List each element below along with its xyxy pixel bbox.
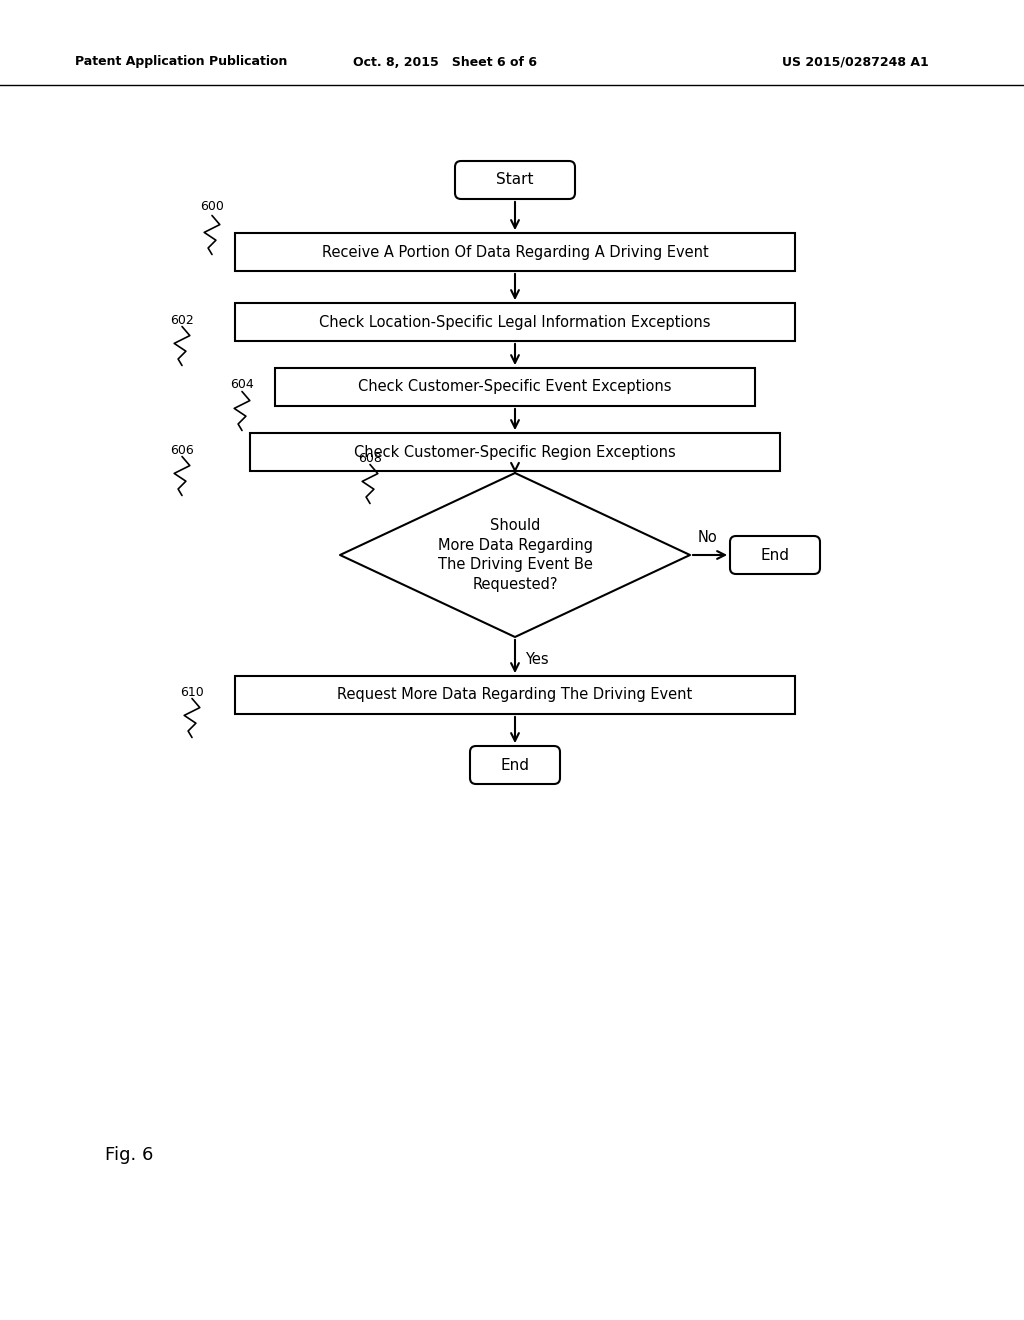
Text: End: End	[501, 758, 529, 772]
Text: Oct. 8, 2015   Sheet 6 of 6: Oct. 8, 2015 Sheet 6 of 6	[353, 55, 537, 69]
Text: 610: 610	[180, 685, 204, 698]
Text: 608: 608	[358, 451, 382, 465]
Text: Fig. 6: Fig. 6	[105, 1146, 154, 1164]
Polygon shape	[340, 473, 690, 638]
Bar	[234, 234, 795, 271]
FancyBboxPatch shape	[455, 161, 575, 199]
Text: Receive A Portion Of Data Regarding A Driving Event: Receive A Portion Of Data Regarding A Dr…	[322, 244, 709, 260]
Text: Check Customer-Specific Region Exceptions: Check Customer-Specific Region Exception…	[354, 445, 676, 459]
Text: Patent Application Publication: Patent Application Publication	[75, 55, 288, 69]
Text: No: No	[698, 529, 718, 544]
Bar	[275, 368, 755, 407]
Bar	[250, 433, 780, 471]
Text: Request More Data Regarding The Driving Event: Request More Data Regarding The Driving …	[337, 688, 692, 702]
Text: Start: Start	[497, 173, 534, 187]
Text: 606: 606	[170, 444, 194, 457]
Text: Should
More Data Regarding
The Driving Event Be
Requested?: Should More Data Regarding The Driving E…	[437, 517, 593, 593]
Bar	[234, 304, 795, 341]
Text: Check Customer-Specific Event Exceptions: Check Customer-Specific Event Exceptions	[358, 380, 672, 395]
Bar	[234, 676, 795, 714]
Text: 604: 604	[230, 379, 254, 392]
FancyBboxPatch shape	[730, 536, 820, 574]
Text: 602: 602	[170, 314, 194, 326]
FancyBboxPatch shape	[470, 746, 560, 784]
Text: US 2015/0287248 A1: US 2015/0287248 A1	[781, 55, 929, 69]
Text: 600: 600	[200, 201, 224, 214]
Text: End: End	[761, 548, 790, 562]
Text: Check Location-Specific Legal Information Exceptions: Check Location-Specific Legal Informatio…	[319, 314, 711, 330]
Text: Yes: Yes	[525, 652, 549, 667]
